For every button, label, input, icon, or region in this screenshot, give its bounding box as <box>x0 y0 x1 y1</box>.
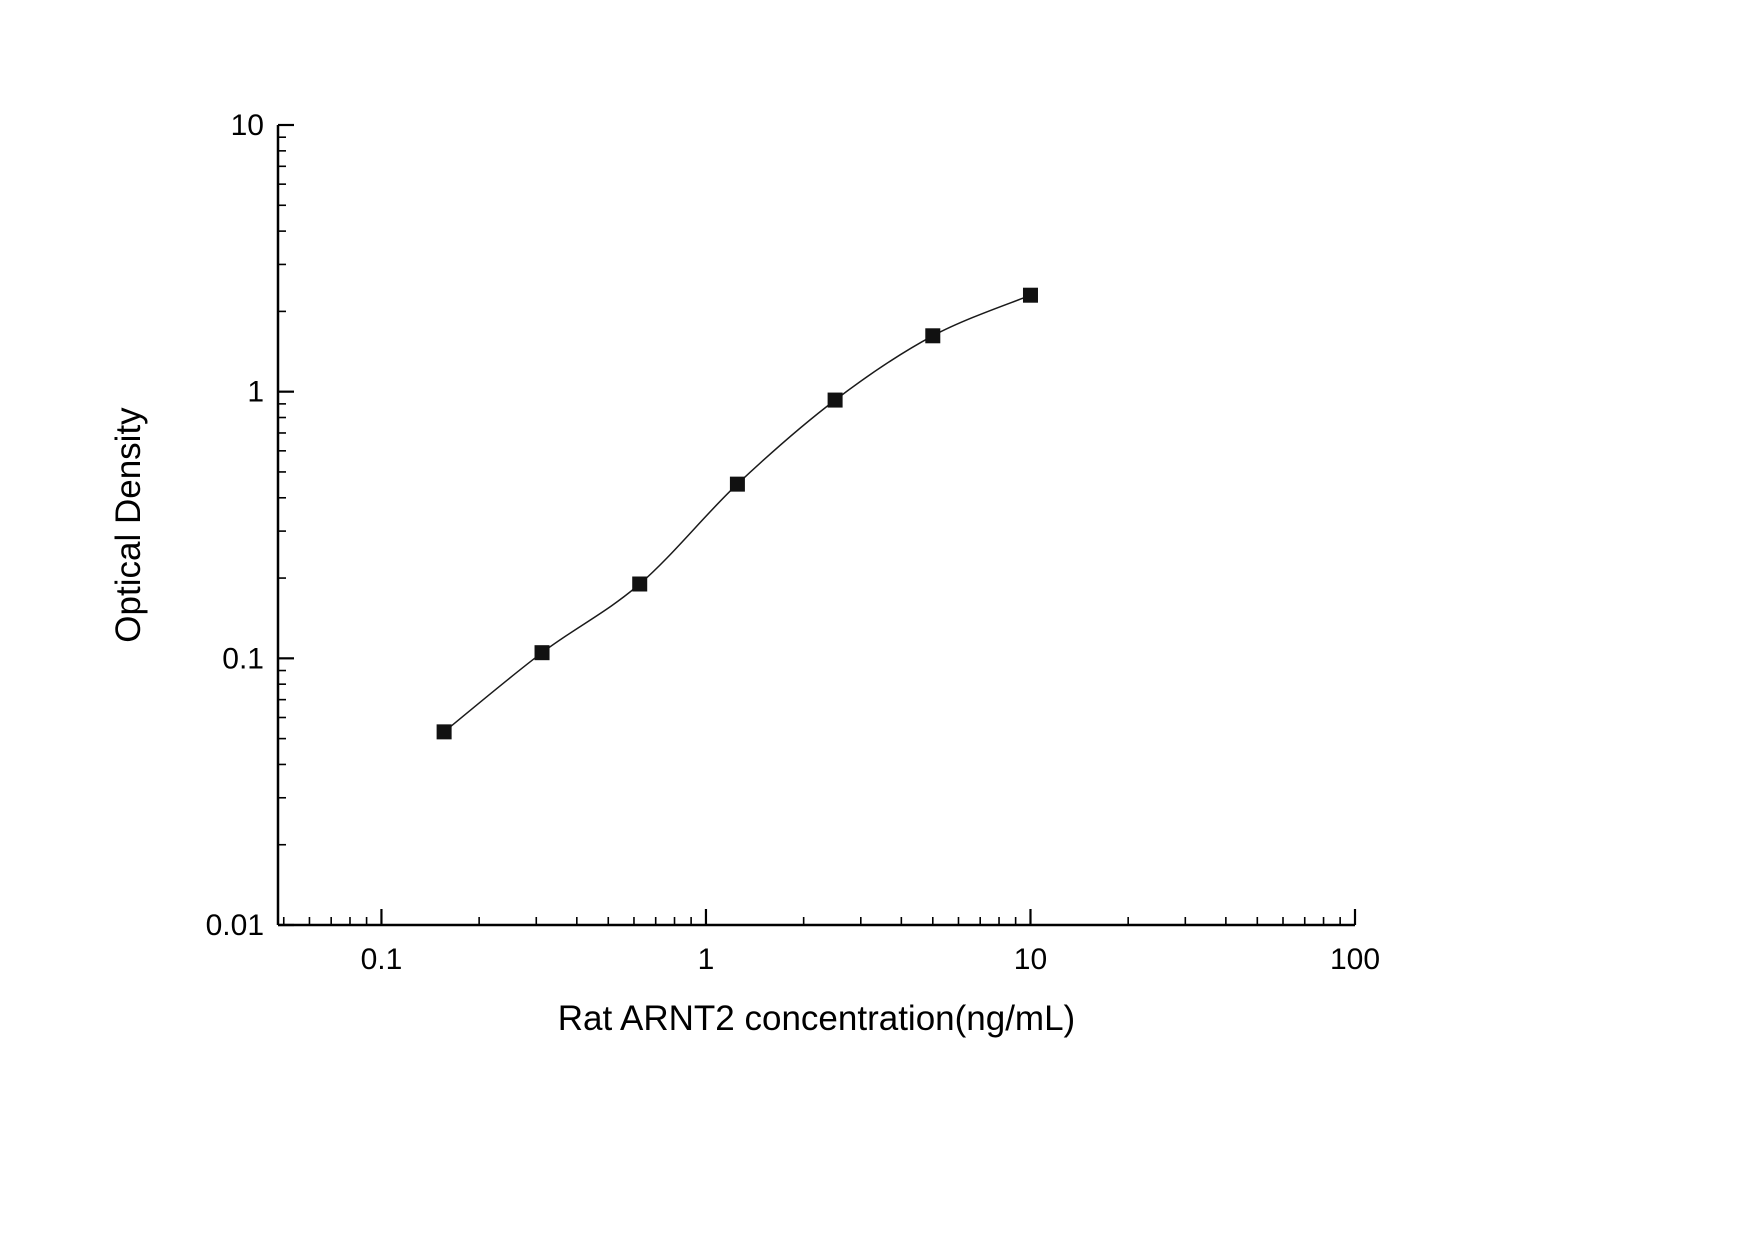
y-tick-label: 0.1 <box>222 642 264 675</box>
data-point-marker <box>925 328 941 344</box>
y-tick-label: 0.01 <box>206 909 264 942</box>
y-tick-label: 10 <box>231 109 264 142</box>
y-axis-label: Optical Density <box>109 407 148 643</box>
x-tick-label: 10 <box>1014 943 1047 976</box>
x-axis-major-ticks <box>380 909 1357 925</box>
x-tick-label: 100 <box>1330 943 1380 976</box>
y-tick-label: 1 <box>247 376 264 409</box>
y-axis-minor-ticks <box>278 136 286 846</box>
data-point-marker <box>729 476 745 492</box>
x-tick-label: 0.1 <box>361 943 403 976</box>
data-point-marker <box>632 576 648 592</box>
standard-curve-line <box>443 294 1031 733</box>
x-axis-label: Rat ARNT2 concentration(ng/mL) <box>558 999 1075 1038</box>
x-axis-minor-ticks <box>282 917 1341 925</box>
data-point-marker <box>1022 287 1038 303</box>
y-axis-tick-labels: 0.01 0.1 1 10 <box>206 109 264 942</box>
data-point-marker <box>827 392 843 408</box>
data-point-markers <box>436 287 1038 740</box>
y-axis-major-ticks <box>278 123 294 927</box>
x-axis-tick-labels: 0.1 1 10 100 <box>361 943 1380 976</box>
x-tick-label: 1 <box>698 943 715 976</box>
data-point-marker <box>534 645 550 661</box>
data-point-marker <box>436 724 452 740</box>
plot-axes <box>276 125 1355 927</box>
